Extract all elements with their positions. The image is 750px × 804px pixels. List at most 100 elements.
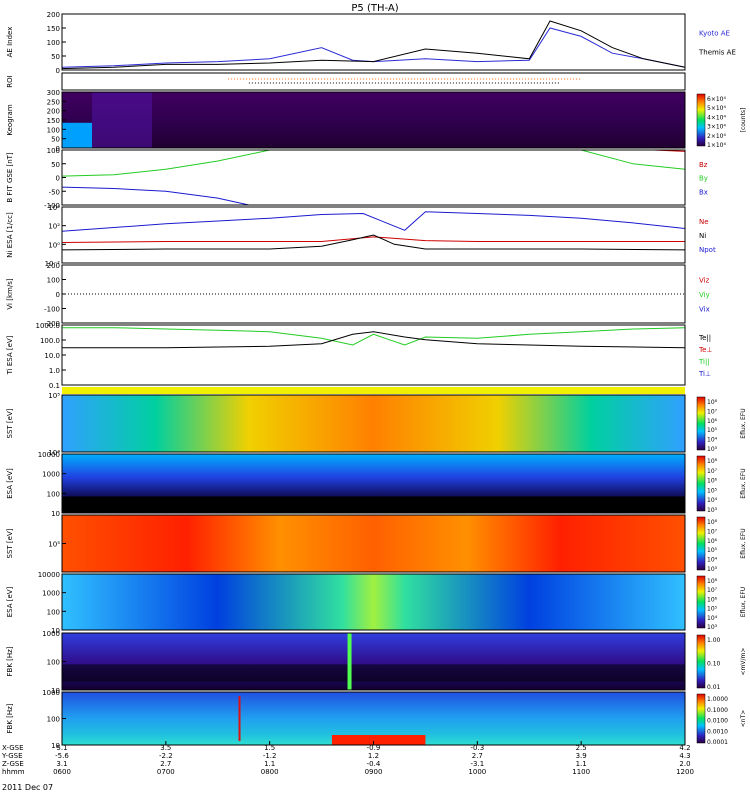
fbk1-ytick-2: 1000 — [42, 630, 60, 638]
sst1-ytick-0: 10⁴ — [48, 449, 60, 457]
fbk2-ylabel: FBK [Hz] — [6, 703, 14, 733]
sst2-cbtick-4: 10⁷ — [707, 528, 718, 535]
keogram-ytick-1: 50 — [51, 136, 60, 144]
xaxis-row-2-value-6: 2.0 — [679, 760, 690, 768]
xaxis-row-0-value-1: 3.5 — [160, 744, 171, 752]
keogram-cbtick-5: 6×10⁴ — [707, 96, 726, 103]
keogram-cbtick-4: 5×10⁴ — [707, 105, 726, 112]
keogram-ytick-5: 250 — [47, 98, 60, 106]
ae-series-1 — [61, 20, 686, 70]
esa1-frame — [61, 453, 686, 514]
esa1-cbtick-1: 10⁴ — [707, 497, 718, 504]
sst1-cbtick-5: 10⁸ — [707, 399, 718, 406]
ae-legend-1: Themis AE — [698, 48, 736, 56]
keogram-cblabel: [counts] — [740, 108, 747, 133]
xaxis-row-0-value-2: 1.5 — [264, 744, 275, 752]
xaxis-row-label-3: hhmm — [2, 768, 25, 776]
fbk2-ytick-2: 1000 — [42, 689, 60, 697]
bfit-series-1 — [61, 149, 270, 177]
esa2-ytick-2: 1000 — [42, 590, 60, 598]
ti-legend-2: Ti|| — [698, 358, 710, 366]
keogram-ytick-3: 150 — [47, 117, 60, 125]
ti-legend-1: Te⊥ — [698, 346, 713, 354]
esa1-ytick-1: 100 — [47, 490, 60, 498]
ti-series-1 — [62, 331, 686, 349]
esa2-cblabel: Eflux, EFU — [740, 587, 747, 617]
fbk2-ytick-0: 10 — [51, 742, 60, 750]
panel-ni: 10⁻² 10⁰ 10² 10⁴ Ni ESA [1/cc] Ne Ni Npot — [6, 204, 716, 268]
fbk2-cbtick-2: 0.0100 — [707, 718, 728, 725]
sst1-colorbar — [696, 396, 706, 451]
keogram-bright-region — [62, 122, 92, 148]
keogram-ytick-0: 0 — [56, 145, 60, 153]
ni-legend-1: Ni — [699, 232, 706, 240]
xtick-time-4: 1000 — [468, 768, 486, 776]
ti-ylabel: Ti ESA [eV] — [6, 335, 14, 375]
ni-series-1 — [61, 236, 685, 243]
date-label: 2011 Dec 07 — [2, 783, 53, 792]
fbk1-colorbar — [696, 634, 706, 689]
panel-esa2: 10 100 1000 10000 ESA [eV] 10³ 10⁴ 10⁵ 10⁶ 10⁷ 10⁸… — [6, 571, 747, 635]
bfit-ytick-4: 100 — [47, 147, 60, 155]
keogram-ytick-4: 200 — [47, 108, 60, 116]
panel-sst2: 10⁵ SST [eV] 10³ 10⁴ 10⁵ 10⁶ 10⁷ 10⁸ Eflux, EFU — [6, 514, 747, 573]
xaxis-row-1-value-0: -5.6 — [55, 752, 69, 760]
xaxis-row-2-value-4: -3.1 — [470, 760, 484, 768]
fbk1-cblabel: <mV/m> — [740, 648, 747, 676]
ni-series-2 — [61, 234, 686, 251]
vi-legend-0: Viz — [699, 277, 710, 285]
ni-ytick-2: 10² — [48, 223, 60, 231]
xaxis-row-2-value-5: 1.1 — [576, 760, 587, 768]
panel-bfit: -100 -50 0 50 100 B FIT GSE [nT] Bz By Bx — [6, 147, 708, 210]
keogram-ytick-2: 100 — [47, 126, 60, 134]
bfit-ytick-1: -50 — [49, 188, 60, 196]
esa1-cblabel: Eflux, EFU — [740, 468, 747, 498]
ni-series-0 — [61, 211, 686, 232]
fbk1-spike — [347, 633, 352, 690]
keogram-band — [92, 92, 152, 148]
xaxis-row-1-value-2: -1.2 — [263, 752, 277, 760]
xtick-time-6: 1200 — [676, 768, 694, 776]
sst2-ylabel: SST [eV] — [6, 528, 14, 558]
bfit-series-2 — [581, 149, 686, 170]
xaxis-row-0-value-6: 4.2 — [679, 744, 690, 752]
esa1-cbtick-4: 10⁷ — [707, 468, 718, 475]
xaxis-row-label-0: X-GSE — [2, 744, 24, 752]
panel-ti: 0.1 1.0 10.0 100.0 1000.0 Ti ESA [eV] Te|| Te⊥ T… — [6, 322, 713, 390]
plot-title: P5 (TH-A) — [351, 3, 398, 14]
vi-ytick-0: -200 — [44, 320, 60, 328]
ni-legend-2: Npot — [699, 246, 716, 254]
sst1-frame — [61, 394, 686, 453]
vi-legend-2: Vix — [699, 306, 710, 314]
ni-ytick-0: 10⁻² — [45, 260, 61, 268]
bfit-legend-2: Bx — [699, 188, 708, 196]
vi-ylabel: Vi [km/s] — [6, 278, 14, 309]
keogram-ytick-6: 300 — [47, 89, 60, 97]
fbk1-cbtick-2: 1.00 — [707, 637, 721, 644]
vi-legend-1: Viy — [699, 291, 710, 299]
ae-ytick-0: 0 — [56, 67, 60, 75]
fbk1-cbtick-0: 0.01 — [707, 684, 721, 691]
esa1-ytick-0: 10 — [51, 510, 60, 518]
panel-fbk2: 10 100 1000 FBK [Hz] 0.0001 0.0010 0.0100 0.100… — [6, 689, 747, 750]
ae-series-0 — [61, 27, 686, 68]
sst2-colorbar — [696, 516, 706, 571]
esa1-cbtick-5: 10⁸ — [707, 458, 718, 465]
xaxis-row-0-value-0: 5.1 — [56, 744, 67, 752]
sst2-cbtick-5: 10⁸ — [707, 519, 718, 526]
fbk2-colorbar — [696, 693, 706, 744]
ti-ytick-2: 10.0 — [44, 352, 60, 360]
xaxis-row-2-value-0: 3.1 — [56, 760, 67, 768]
ti-legend-3: Ti⊥ — [698, 370, 711, 378]
fbk2-ytick-1: 100 — [47, 716, 60, 724]
keogram-cbtick-1: 2×10⁴ — [707, 133, 726, 140]
sst2-ytick-0: 10⁵ — [48, 541, 60, 549]
sst2-cbtick-0: 10³ — [707, 566, 718, 573]
ae-plot-area — [62, 14, 685, 70]
ti-ytick-4: 1000.0 — [36, 322, 61, 330]
bfit-ytick-0: -100 — [44, 202, 60, 210]
ni-frame — [61, 206, 686, 264]
esa2-ytick-1: 100 — [47, 608, 60, 616]
bfit-plot-area — [62, 150, 685, 205]
